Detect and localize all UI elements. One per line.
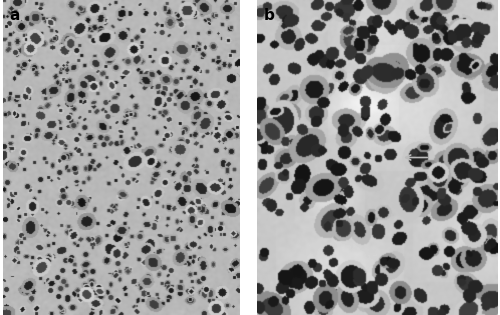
Text: b: b bbox=[264, 8, 274, 23]
Text: a: a bbox=[10, 8, 20, 23]
